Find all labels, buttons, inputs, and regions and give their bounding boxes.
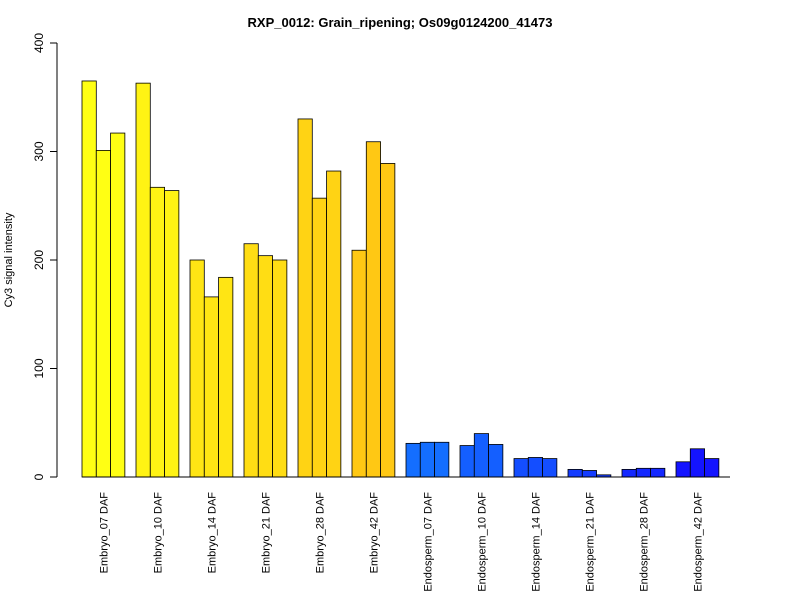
bar <box>297 118 313 478</box>
bar <box>635 467 651 478</box>
bar <box>689 448 705 478</box>
bar <box>135 82 151 478</box>
x-tick-label: Embryo_10 DAF <box>152 492 164 574</box>
y-axis-label: Cy3 signal intensity <box>3 212 15 307</box>
x-tick-label: Embryo_21 DAF <box>260 492 272 574</box>
x-tick-label: Endosperm_21 DAF <box>584 492 596 592</box>
y-axis: 0 100 200 300 400 <box>32 33 58 480</box>
bar <box>675 461 691 478</box>
x-tick-label: Embryo_07 DAF <box>98 492 110 574</box>
x-axis: Embryo_07 DAF Embryo_10 DAF Embryo_14 DAF E… <box>82 476 730 592</box>
bar <box>365 141 381 478</box>
bar <box>351 249 367 478</box>
bar <box>459 445 475 478</box>
bar <box>149 186 165 478</box>
bar <box>110 132 126 478</box>
bar <box>311 197 327 478</box>
bars <box>81 80 720 478</box>
x-tick-label: Endosperm_14 DAF <box>530 492 542 592</box>
x-tick-label: Endosperm_10 DAF <box>476 492 488 592</box>
y-tick-label: 0 <box>32 473 46 480</box>
bar <box>81 80 97 478</box>
bar <box>581 470 597 478</box>
x-tick-label: Embryo_42 DAF <box>368 492 380 574</box>
y-tick-label: 300 <box>32 141 46 161</box>
bar <box>203 296 219 478</box>
bar <box>164 190 180 478</box>
bar <box>650 467 666 478</box>
bar <box>704 458 720 478</box>
x-tick-label: Embryo_14 DAF <box>206 492 218 574</box>
bar <box>405 442 421 478</box>
bar <box>567 468 583 478</box>
y-tick-label: 400 <box>32 33 46 53</box>
bar <box>243 243 259 478</box>
bar <box>542 458 558 478</box>
bar <box>326 170 342 478</box>
bar <box>488 444 504 478</box>
bar <box>257 255 273 478</box>
bar <box>95 150 111 478</box>
bar <box>419 441 435 478</box>
bar <box>218 276 234 478</box>
y-tick-label: 200 <box>32 250 46 270</box>
bar <box>272 259 288 478</box>
y-tick-label: 100 <box>32 358 46 378</box>
chart-title: RXP_0012: Grain_ripening; Os09g0124200_4… <box>248 15 553 30</box>
bar <box>189 259 205 478</box>
bar <box>621 468 637 478</box>
bar <box>380 163 396 478</box>
bar <box>473 433 489 478</box>
x-tick-label: Endosperm_28 DAF <box>638 492 650 592</box>
bar <box>434 441 450 478</box>
x-tick-label: Embryo_28 DAF <box>314 492 326 574</box>
bar <box>513 458 529 478</box>
x-tick-label: Endosperm_42 DAF <box>692 492 704 592</box>
bar <box>527 457 543 478</box>
x-tick-label: Endosperm_07 DAF <box>422 492 434 592</box>
